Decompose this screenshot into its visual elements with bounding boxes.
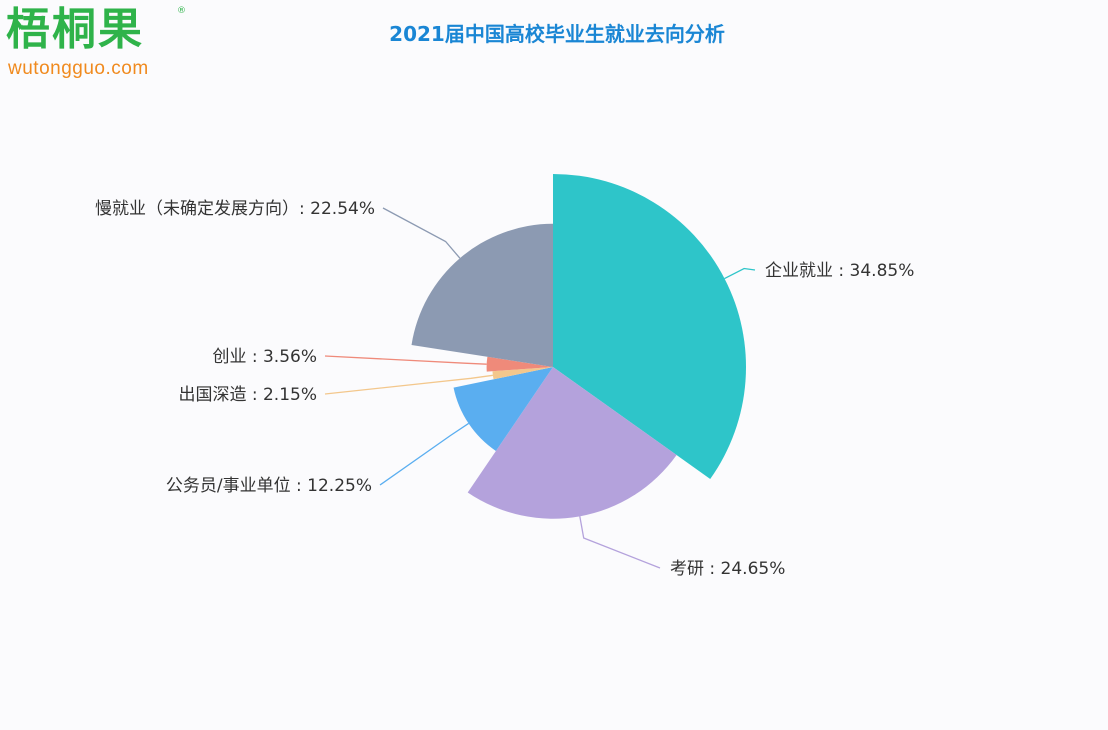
brand-logo: 梧桐果 ® wutongguo.com — [4, 2, 194, 82]
registered-mark: ® — [177, 6, 186, 16]
leader-line-0 — [724, 267, 756, 280]
pie-slice-1[interactable] — [467, 367, 677, 519]
pie-slice-2[interactable] — [453, 367, 553, 451]
chart-title: 2021届中国高校毕业生就业去向分析 — [389, 22, 725, 46]
logo-url-text: wutongguo.com — [8, 58, 149, 79]
leader-line-3 — [324, 374, 493, 395]
slice-label-4: 创业 : 3.56% — [212, 347, 317, 367]
logo-chinese-text: 梧桐果 — [6, 4, 144, 55]
leader-line-2 — [379, 422, 469, 486]
slice-label-5: 慢就业（未确定发展方向）: 22.54% — [95, 198, 375, 219]
slice-label-2: 公务员/事业单位 : 12.25% — [166, 476, 372, 496]
leader-line-5 — [382, 207, 461, 259]
slice-label-0: 企业就业 : 34.85% — [765, 261, 914, 281]
slice-label-3: 出国深造 : 2.15% — [178, 385, 317, 405]
leader-line-1 — [579, 516, 661, 569]
pie-slice-0[interactable] — [553, 174, 747, 479]
pie-slice-4[interactable] — [486, 356, 553, 372]
slice-label-1: 考研 : 24.65% — [670, 559, 785, 579]
leader-line-4 — [324, 355, 487, 365]
pie-slice-5[interactable] — [411, 223, 553, 367]
pie-slice-3[interactable] — [492, 367, 553, 380]
